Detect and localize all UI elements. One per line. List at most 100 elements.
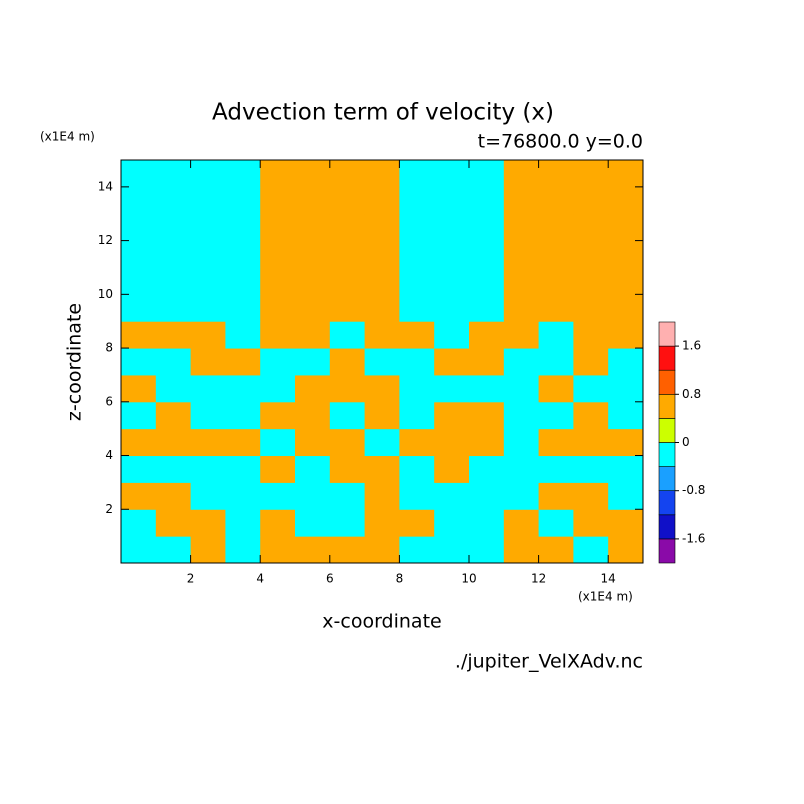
contour-cell [399, 294, 435, 322]
contour-cell [329, 374, 366, 403]
contour-cell [608, 267, 644, 295]
contour-cell [503, 374, 540, 403]
contour-cell [260, 509, 296, 537]
contour-cell [155, 294, 192, 322]
contour-cell [260, 186, 296, 215]
contour-cell [469, 160, 505, 188]
contour-cell [190, 294, 226, 322]
contour-cell [329, 240, 366, 268]
contour-cell [329, 160, 366, 188]
x-tick-label: 12 [531, 572, 546, 586]
plot-frame [120, 159, 644, 564]
y-tick-label: 12 [98, 233, 113, 247]
colorbar-tick-label: -1.6 [682, 531, 705, 545]
contour-cell [573, 374, 609, 403]
contour-cell [469, 267, 505, 295]
contour-cell [434, 240, 470, 268]
contour-cell [329, 321, 366, 349]
contour-cell [155, 509, 192, 537]
x-axis-label: x-coordinate [322, 611, 441, 633]
contour-cell [538, 536, 574, 564]
colorbar-swatch [658, 538, 676, 564]
contour-cell [469, 321, 505, 349]
contour-cell [503, 509, 540, 537]
contour-cell [329, 294, 366, 322]
contour-cell [399, 213, 435, 242]
colorbar-swatch [658, 418, 676, 443]
y-tick-label: 4 [105, 448, 113, 462]
contour-cell [121, 509, 157, 537]
contour-cell [155, 348, 192, 376]
x-unit: (x1E4 m) [578, 590, 633, 604]
contour-cell [538, 186, 574, 215]
contour-cell [190, 348, 226, 376]
contour-cell [538, 160, 574, 188]
contour-cell [399, 240, 435, 268]
y-tick-label: 8 [105, 341, 113, 355]
contour-cell [503, 321, 540, 349]
contour-cell [225, 267, 261, 295]
contour-cell [399, 374, 435, 403]
contour-cell [225, 509, 261, 537]
contour-cell [295, 455, 331, 483]
contour-cell [364, 321, 400, 349]
contour-cell [364, 294, 400, 322]
contour-cell [364, 240, 400, 268]
contour-cell [469, 348, 505, 376]
contour-cell [295, 428, 331, 457]
contour-cell [295, 160, 331, 188]
y-tick-label: 14 [98, 179, 113, 193]
contour-cell [155, 160, 192, 188]
contour-cell [190, 321, 226, 349]
contour-cell [608, 213, 644, 242]
contour-cell [121, 374, 157, 403]
contour-cell [573, 536, 609, 564]
contour-cell [225, 294, 261, 322]
colorbar-swatch [658, 514, 676, 540]
contour-cell [364, 428, 400, 457]
contour-cell [260, 455, 296, 483]
contour-cell [399, 428, 435, 457]
contour-cell [260, 160, 296, 188]
contour-cell [503, 186, 540, 215]
contour-cell [260, 482, 296, 510]
x-tick-label: 4 [256, 572, 264, 586]
contour-cell [573, 348, 609, 376]
contour-cell [608, 455, 644, 483]
contour-cell [503, 267, 540, 295]
contour-cell [225, 455, 261, 483]
colorbar-tick-label: -0.8 [682, 483, 705, 497]
x-tick-label: 8 [396, 572, 404, 586]
contour-cell [364, 401, 400, 430]
contour-cell [364, 482, 400, 510]
colorbar-swatch [658, 345, 676, 371]
contour-cell [225, 240, 261, 268]
contour-cell [121, 294, 157, 322]
contour-cell [364, 348, 400, 376]
contour-cell [434, 374, 470, 403]
x-tick-label: 10 [461, 572, 476, 586]
contour-cell [608, 374, 644, 403]
contour-cell [329, 213, 366, 242]
contour-cell [329, 536, 366, 564]
contour-cell [364, 186, 400, 215]
contour-cell [538, 374, 574, 403]
contour-cell [190, 536, 226, 564]
contour-cell [121, 401, 157, 430]
contour-cell [503, 240, 540, 268]
contour-cell [608, 401, 644, 430]
contour-cell [399, 267, 435, 295]
contour-cell [538, 348, 574, 376]
contour-cell [399, 186, 435, 215]
contour-cell [329, 482, 366, 510]
contour-cell [608, 348, 644, 376]
contour-cell [364, 374, 400, 403]
contour-cell [225, 536, 261, 564]
contour-cell [190, 401, 226, 430]
contour-cell [260, 267, 296, 295]
contour-cell [121, 348, 157, 376]
contour-cell [573, 186, 609, 215]
contour-cell [469, 401, 505, 430]
y-unit: (x1E4 m) [40, 130, 95, 144]
